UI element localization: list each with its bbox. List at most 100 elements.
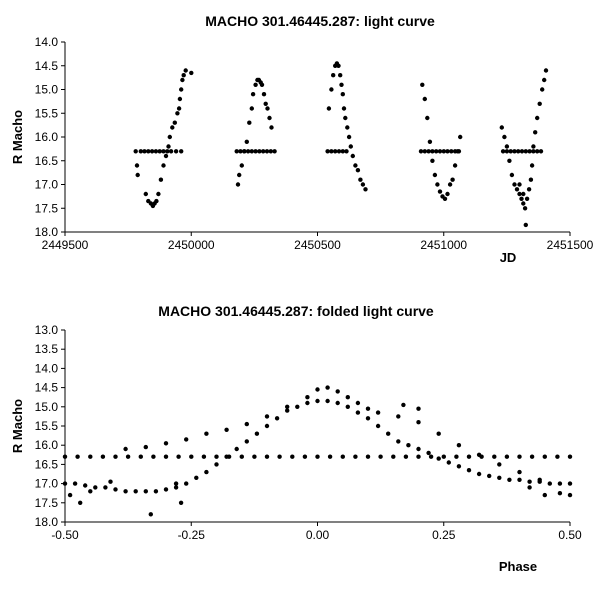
data-point xyxy=(375,423,381,429)
y-tick-label: 15.0 xyxy=(35,83,59,97)
data-point xyxy=(524,196,530,201)
data-point xyxy=(555,454,560,459)
data-point xyxy=(264,149,270,154)
data-point xyxy=(253,149,258,154)
data-point xyxy=(527,485,532,490)
data-point xyxy=(244,139,249,144)
data-point xyxy=(180,77,185,83)
data-point xyxy=(238,149,243,154)
x-tick-label: 2449500 xyxy=(42,238,89,252)
data-point xyxy=(512,182,517,187)
data-point xyxy=(326,106,332,111)
data-point xyxy=(265,106,270,111)
data-point xyxy=(343,115,348,121)
data-point xyxy=(123,446,128,452)
data-point xyxy=(247,120,252,125)
folded-light-curve-chart: MACHO 301.46445.287: folded light curve … xyxy=(10,303,582,574)
data-point xyxy=(157,149,162,154)
x-tick-label: 0.00 xyxy=(306,528,330,542)
data-point xyxy=(177,96,183,102)
data-point xyxy=(172,120,177,125)
data-point xyxy=(88,489,93,494)
data-point xyxy=(507,158,512,163)
x-tick-label: -0.25 xyxy=(178,528,206,542)
data-point xyxy=(436,431,441,436)
data-point xyxy=(161,149,166,154)
data-point xyxy=(138,454,143,459)
data-point xyxy=(418,149,424,154)
data-point xyxy=(450,177,455,182)
data-point xyxy=(252,454,257,459)
data-point xyxy=(516,149,521,154)
data-point xyxy=(285,404,290,409)
data-point xyxy=(449,149,454,154)
data-point xyxy=(62,454,68,459)
data-point xyxy=(542,77,547,83)
data-point xyxy=(360,182,366,187)
y-tick-label: 15.0 xyxy=(35,400,59,414)
data-point xyxy=(295,404,300,409)
data-point xyxy=(336,63,341,68)
data-point xyxy=(502,134,507,140)
data-point xyxy=(138,149,143,154)
data-point xyxy=(358,177,363,182)
data-point xyxy=(184,481,189,486)
data-point xyxy=(396,414,401,419)
data-point xyxy=(526,187,532,192)
data-point xyxy=(249,106,254,111)
data-point xyxy=(335,389,340,394)
data-point xyxy=(261,149,266,154)
data-point xyxy=(441,454,446,459)
data-point xyxy=(537,477,542,482)
data-point xyxy=(214,454,219,459)
y-tick-label: 17.0 xyxy=(35,477,59,491)
data-point xyxy=(269,125,274,130)
x-tick-label: 2451500 xyxy=(547,238,594,252)
data-point xyxy=(239,454,244,459)
y-tick-label: 16.5 xyxy=(35,154,59,168)
data-point xyxy=(340,149,345,154)
data-point xyxy=(538,149,544,154)
data-point xyxy=(406,443,411,448)
data-point xyxy=(476,471,482,477)
data-point xyxy=(454,454,459,459)
data-point xyxy=(277,454,282,459)
data-point xyxy=(428,454,434,459)
y-tick-label: 14.0 xyxy=(35,361,59,375)
data-point xyxy=(523,149,528,154)
data-point xyxy=(175,111,180,116)
data-point xyxy=(432,172,438,178)
data-point xyxy=(267,115,272,121)
data-point xyxy=(437,149,443,154)
data-point xyxy=(396,439,401,444)
data-point xyxy=(167,134,172,140)
data-point xyxy=(83,483,88,488)
data-point xyxy=(403,454,409,459)
data-point xyxy=(224,427,229,432)
data-point xyxy=(143,191,148,197)
data-point xyxy=(224,454,229,459)
data-point xyxy=(204,431,209,436)
data-point xyxy=(446,460,451,465)
data-point xyxy=(331,73,336,78)
y-tick-label: 16.0 xyxy=(35,130,59,144)
data-point xyxy=(504,149,510,154)
data-point xyxy=(365,406,371,411)
data-point xyxy=(146,149,151,154)
data-point xyxy=(263,101,268,107)
data-point xyxy=(214,462,219,467)
data-point xyxy=(437,189,443,194)
y-tick-label: 15.5 xyxy=(35,419,59,433)
y-tick-label: 18.0 xyxy=(35,225,59,239)
x-tick-label: -0.50 xyxy=(51,528,79,542)
data-point xyxy=(442,196,448,201)
data-point xyxy=(274,416,280,421)
data-point xyxy=(253,82,258,88)
data-point xyxy=(285,408,290,413)
data-point xyxy=(78,500,83,505)
data-point xyxy=(325,149,330,154)
data-point xyxy=(497,475,502,480)
data-point xyxy=(204,469,209,475)
data-point xyxy=(103,485,108,490)
data-point xyxy=(542,454,547,459)
